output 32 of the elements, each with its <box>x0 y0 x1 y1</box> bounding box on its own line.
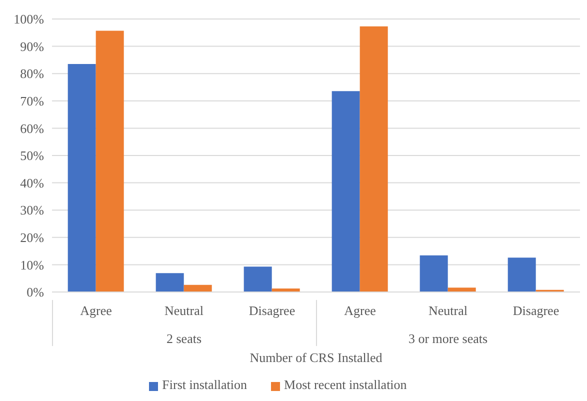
legend-label: Most recent installation <box>284 377 407 392</box>
y-tick-label: 0% <box>26 284 44 300</box>
y-tick-label: 20% <box>20 230 44 246</box>
bar <box>68 64 96 292</box>
bar <box>360 26 388 292</box>
x-tick-label: Agree <box>80 303 112 318</box>
x-tick-label: Agree <box>344 303 376 318</box>
y-tick-label: 10% <box>20 257 44 272</box>
bar <box>508 258 536 292</box>
bar <box>156 273 184 292</box>
y-tick-label: 80% <box>20 66 44 82</box>
bar <box>332 91 360 292</box>
y-tick-label: 70% <box>20 94 44 109</box>
x-axis-title: Number of CRS Installed <box>248 350 384 366</box>
text: 2 seats <box>165 331 203 347</box>
bar <box>448 288 476 292</box>
y-tick-label: 50% <box>20 148 44 164</box>
y-tick-label: 40% <box>20 175 44 190</box>
x-tick-label: Neutral <box>164 303 204 318</box>
text: 3 or more seats <box>407 331 489 347</box>
y-tick-label: 60% <box>20 120 44 136</box>
y-tick-label: 100% <box>14 12 44 27</box>
y-tick-label: 90% <box>20 38 44 54</box>
bar <box>184 284 212 292</box>
x-tick-label: Neutral <box>428 303 468 318</box>
x-tick-label: Disagree <box>248 303 296 318</box>
bar <box>96 30 124 292</box>
bar <box>244 266 272 292</box>
x-tick-label: Disagree <box>512 303 560 318</box>
y-tick-label: 30% <box>20 202 44 218</box>
bar <box>420 255 448 292</box>
legend-label: First installation <box>162 377 248 392</box>
